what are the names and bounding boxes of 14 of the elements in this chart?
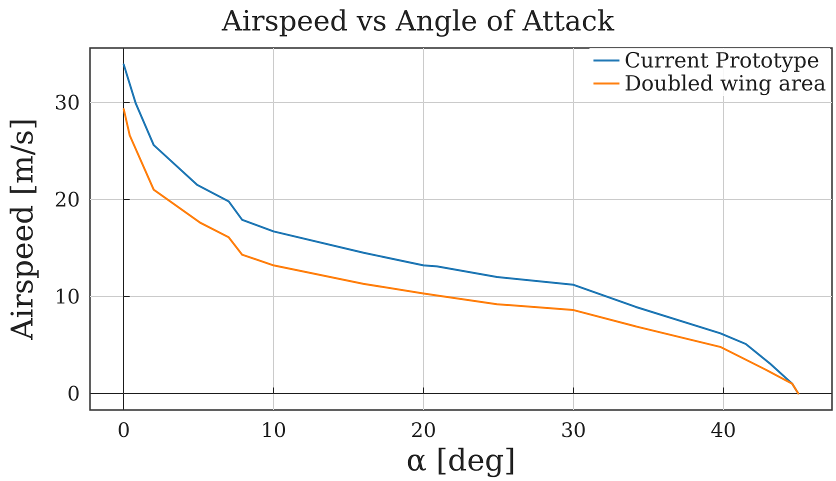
y-axis-title: Airspeed [m/s]: [6, 118, 40, 341]
y-tick-label: 20: [54, 187, 80, 212]
x-tick-label: 30: [560, 418, 586, 442]
legend-label: Current Prototype: [624, 48, 820, 72]
x-tick-label: 0: [117, 418, 130, 442]
legend-label: Doubled wing area: [624, 72, 826, 96]
x-tick-label: 40: [710, 418, 736, 442]
x-tick-label: 20: [410, 418, 436, 442]
chart-title: Airspeed vs Angle of Attack: [220, 4, 616, 38]
y-tick-label: 10: [54, 284, 80, 308]
x-axis-title: α [deg]: [406, 444, 516, 478]
y-tick-label: 0: [67, 382, 80, 406]
y-tick-label: 30: [54, 90, 80, 114]
x-tick-label: 10: [260, 418, 286, 442]
